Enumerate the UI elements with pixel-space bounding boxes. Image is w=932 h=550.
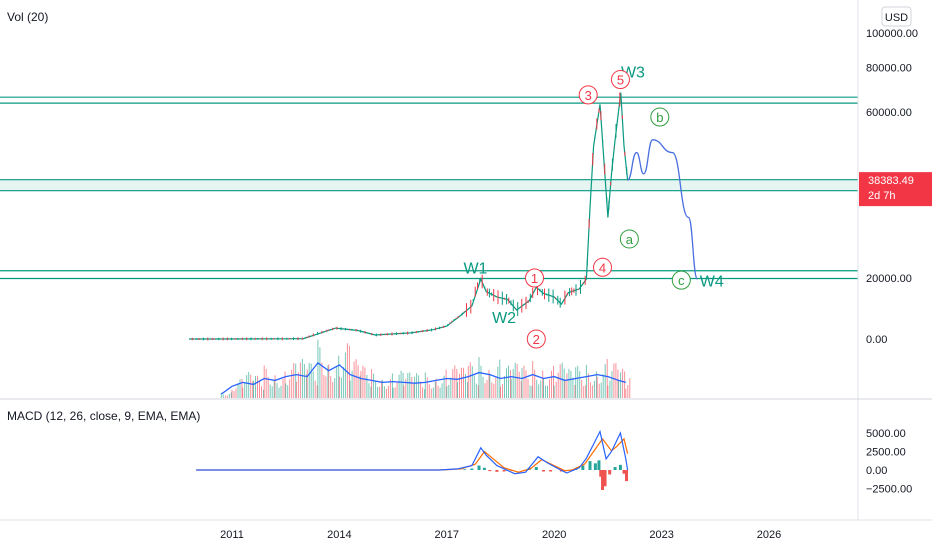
time-axis-ticks: 2011 2014 2017 2020 2023 2026: [220, 529, 781, 541]
price-series: [189, 92, 629, 341]
wave-marker-circle[interactable]: [526, 329, 546, 349]
wave-marker-circle[interactable]: [650, 107, 670, 127]
macd-indicator-label[interactable]: MACD (12, 26, close, 9, EMA, EMA): [7, 409, 200, 423]
horizontal-levels: [0, 96, 858, 280]
wave-marker-label[interactable]: 1: [531, 271, 538, 286]
macd-histogram-bar: [599, 470, 603, 477]
wave-marker-circle[interactable]: [619, 229, 639, 249]
macd-histogram-bar: [495, 470, 499, 472]
currency-button-label[interactable]: USD: [885, 12, 908, 24]
wave-marker-label[interactable]: b: [656, 110, 663, 125]
last-price-value: 38383.49: [868, 175, 914, 187]
macd-histogram-bar: [601, 470, 605, 490]
wave-label[interactable]: W1: [463, 260, 487, 277]
macd-histogram-bar: [463, 469, 467, 470]
price-tick-label: 0.00: [866, 334, 887, 346]
macd-histogram-bar: [477, 465, 481, 470]
wave-marker-label[interactable]: 5: [617, 73, 624, 88]
volume-pane: [220, 339, 631, 398]
wave-label[interactable]: W2: [492, 310, 516, 327]
macd-histogram-bar: [549, 470, 553, 472]
macd-tick-label: 2500.00: [866, 447, 906, 459]
wave-marker-circle[interactable]: [578, 85, 598, 105]
wave-marker-label[interactable]: 3: [585, 88, 592, 103]
macd-histogram-bar: [488, 470, 492, 472]
macd-histogram-bar: [482, 467, 486, 470]
macd-axis-ticks: 5000.00 2500.00 0.00 −2500.00: [866, 428, 912, 496]
price-tick-label: 100000.00: [866, 28, 918, 40]
macd-tick-label: 5000.00: [866, 428, 906, 440]
wave-label[interactable]: W4: [700, 273, 724, 290]
last-price-badge: 38383.49 2d 7h: [859, 172, 932, 207]
price-axis-ticks: 100000.00 80000.00 60000.00 20000.00 0.00: [866, 28, 918, 346]
last-price-countdown: 2d 7h: [868, 190, 896, 202]
macd-histogram-bar: [625, 470, 629, 482]
time-tick-label: 2011: [220, 529, 244, 541]
wave-marker-circle[interactable]: [525, 268, 545, 288]
currency-button-frame[interactable]: [881, 6, 912, 27]
time-tick-label: 2023: [649, 529, 673, 541]
wave-marker-circle[interactable]: [671, 270, 691, 290]
macd-tick-label: −2500.00: [866, 484, 912, 496]
axes: [0, 0, 932, 521]
macd-histogram-bar: [597, 460, 601, 470]
last-price-background: [859, 172, 932, 207]
currency-button[interactable]: USD: [881, 6, 912, 27]
time-tick-label: 2017: [435, 529, 459, 541]
macd-histogram-bar: [618, 464, 622, 470]
macd-pane: [196, 429, 629, 490]
level-band: [0, 179, 858, 191]
macd-histogram-bar: [534, 467, 538, 470]
macd-histogram-bar: [588, 461, 592, 470]
price-tick-label: 20000.00: [866, 273, 912, 285]
projection-line[interactable]: [626, 139, 699, 280]
projection-path: [626, 139, 699, 280]
macd-histogram-bar: [622, 470, 626, 474]
macd-signal-line: [196, 437, 629, 473]
macd-histogram-bar: [470, 468, 474, 470]
macd-histogram-bar: [581, 465, 585, 470]
wave-marker-circle[interactable]: [593, 257, 613, 277]
wave-marker-label[interactable]: 4: [599, 260, 606, 275]
macd-histogram-bar: [502, 470, 506, 472]
wave-marker-circle[interactable]: [610, 70, 630, 90]
time-tick-label: 2020: [542, 529, 566, 541]
price-tick-label: 80000.00: [866, 63, 912, 75]
macd-histogram-bar: [593, 463, 597, 470]
wave-marker-label[interactable]: 2: [533, 332, 540, 347]
wave-marker-label[interactable]: c: [678, 273, 685, 288]
macd-tick-label: 0.00: [866, 465, 887, 477]
volume-indicator-label[interactable]: Vol (20): [7, 10, 48, 24]
price-tick-label: 60000.00: [866, 107, 912, 119]
price-line: [189, 92, 629, 340]
time-tick-label: 2026: [757, 529, 781, 541]
time-tick-label: 2014: [327, 529, 351, 541]
volume-ma-line: [220, 362, 626, 395]
macd-histogram-bar: [603, 470, 607, 487]
wave-marker-label[interactable]: a: [626, 232, 634, 247]
macd-histogram-bar: [608, 470, 612, 475]
macd-line: [196, 429, 629, 475]
macd-histogram-bar: [541, 470, 545, 472]
macd-histogram-bar: [613, 467, 617, 470]
